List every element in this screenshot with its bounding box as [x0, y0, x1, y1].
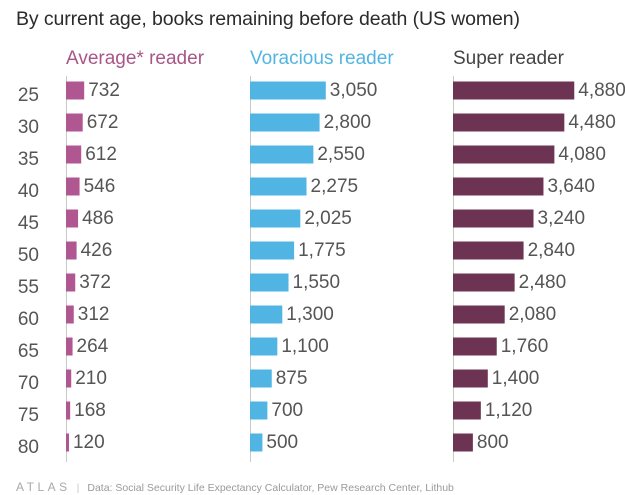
bar-average-reader-55: [66, 273, 76, 292]
bar-voracious-reader-50: [250, 241, 295, 260]
bar-average-reader-50: [66, 241, 77, 260]
source-note: Data: Social Security Life Expectancy Ca…: [87, 482, 454, 494]
bar-super-reader-30: [453, 113, 565, 132]
chart-footer: ATLAS | Data: Social Security Life Expecta…: [16, 480, 454, 495]
value-label-super-reader-35: 4,080: [558, 144, 606, 165]
series-header-voracious-reader: Voracious reader: [250, 48, 394, 69]
bar-average-reader-30: [66, 113, 83, 132]
value-label-average-reader-50: 426: [81, 240, 113, 261]
value-label-voracious-reader-35: 2,550: [317, 144, 365, 165]
bar-average-reader-45: [66, 209, 79, 228]
value-label-average-reader-40: 546: [84, 176, 116, 197]
category-label-40: 40: [18, 181, 39, 202]
bar-average-reader-75: [66, 401, 71, 420]
value-label-super-reader-25: 4,880: [578, 80, 625, 101]
value-label-voracious-reader-55: 1,550: [293, 272, 341, 293]
value-label-average-reader-25: 732: [88, 80, 120, 101]
footer-separator: |: [76, 482, 80, 494]
value-label-voracious-reader-45: 2,025: [304, 208, 352, 229]
bar-voracious-reader-65: [250, 337, 278, 356]
bar-voracious-reader-35: [250, 145, 314, 164]
bar-voracious-reader-80: [250, 433, 263, 452]
bar-voracious-reader-55: [250, 273, 289, 292]
bar-voracious-reader-40: [250, 177, 307, 196]
bar-average-reader-65: [66, 337, 73, 356]
value-label-super-reader-30: 4,480: [568, 112, 616, 133]
category-label-55: 55: [18, 277, 39, 298]
category-label-65: 65: [18, 341, 39, 362]
bar-voracious-reader-25: [250, 81, 326, 100]
bar-super-reader-55: [453, 273, 515, 292]
bar-super-reader-25: [453, 81, 575, 100]
bar-average-reader-80: [66, 433, 69, 452]
value-label-average-reader-45: 486: [82, 208, 114, 229]
value-label-voracious-reader-25: 3,050: [330, 80, 378, 101]
bar-voracious-reader-70: [250, 369, 272, 388]
bar-super-reader-70: [453, 369, 488, 388]
value-label-super-reader-80: 800: [477, 432, 509, 453]
bar-voracious-reader-30: [250, 113, 320, 132]
category-label-45: 45: [18, 213, 39, 234]
series-header-super-reader: Super reader: [453, 48, 565, 69]
series-header-average-reader: Average* reader: [66, 48, 205, 69]
brand-logo: ATLAS: [16, 480, 71, 494]
category-label-50: 50: [18, 245, 39, 266]
bar-super-reader-40: [453, 177, 544, 196]
bar-average-reader-40: [66, 177, 80, 196]
value-label-voracious-reader-80: 500: [266, 432, 298, 453]
value-label-average-reader-30: 672: [87, 112, 119, 133]
value-label-voracious-reader-70: 875: [276, 368, 308, 389]
bar-average-reader-60: [66, 305, 74, 324]
bar-super-reader-80: [453, 433, 473, 452]
category-label-35: 35: [18, 149, 39, 170]
value-label-average-reader-35: 612: [85, 144, 117, 165]
category-label-30: 30: [18, 117, 39, 138]
value-label-voracious-reader-60: 1,300: [286, 304, 334, 325]
category-label-75: 75: [18, 405, 39, 426]
value-label-voracious-reader-65: 1,100: [281, 336, 329, 357]
value-label-average-reader-75: 168: [74, 400, 106, 421]
value-label-super-reader-65: 1,760: [501, 336, 549, 357]
bar-super-reader-50: [453, 241, 524, 260]
category-label-25: 25: [18, 85, 39, 106]
bar-super-reader-45: [453, 209, 534, 228]
bar-average-reader-35: [66, 145, 82, 164]
value-label-super-reader-45: 3,240: [538, 208, 586, 229]
value-label-average-reader-65: 264: [77, 336, 109, 357]
bar-super-reader-60: [453, 305, 505, 324]
value-label-super-reader-60: 2,080: [509, 304, 557, 325]
value-label-super-reader-40: 3,640: [547, 176, 595, 197]
value-label-average-reader-70: 210: [75, 368, 107, 389]
category-label-80: 80: [18, 437, 39, 458]
chart-title: By current age, books remaining before d…: [16, 8, 520, 30]
value-label-super-reader-55: 2,480: [519, 272, 567, 293]
bar-voracious-reader-60: [250, 305, 283, 324]
value-label-voracious-reader-40: 2,275: [311, 176, 359, 197]
bar-average-reader-70: [66, 369, 72, 388]
bar-voracious-reader-75: [250, 401, 268, 420]
value-label-average-reader-80: 120: [73, 432, 105, 453]
bar-super-reader-35: [453, 145, 555, 164]
value-label-voracious-reader-50: 1,775: [298, 240, 346, 261]
value-label-super-reader-50: 2,840: [528, 240, 576, 261]
value-label-average-reader-55: 372: [79, 272, 111, 293]
value-label-voracious-reader-75: 700: [271, 400, 303, 421]
bar-super-reader-65: [453, 337, 497, 356]
bar-super-reader-75: [453, 401, 481, 420]
value-label-super-reader-75: 1,120: [485, 400, 533, 421]
value-label-average-reader-60: 312: [78, 304, 110, 325]
category-label-70: 70: [18, 373, 39, 394]
bar-voracious-reader-45: [250, 209, 301, 228]
value-label-super-reader-70: 1,400: [492, 368, 540, 389]
bar-average-reader-25: [66, 81, 85, 100]
category-label-60: 60: [18, 309, 39, 330]
value-label-voracious-reader-30: 2,800: [324, 112, 372, 133]
